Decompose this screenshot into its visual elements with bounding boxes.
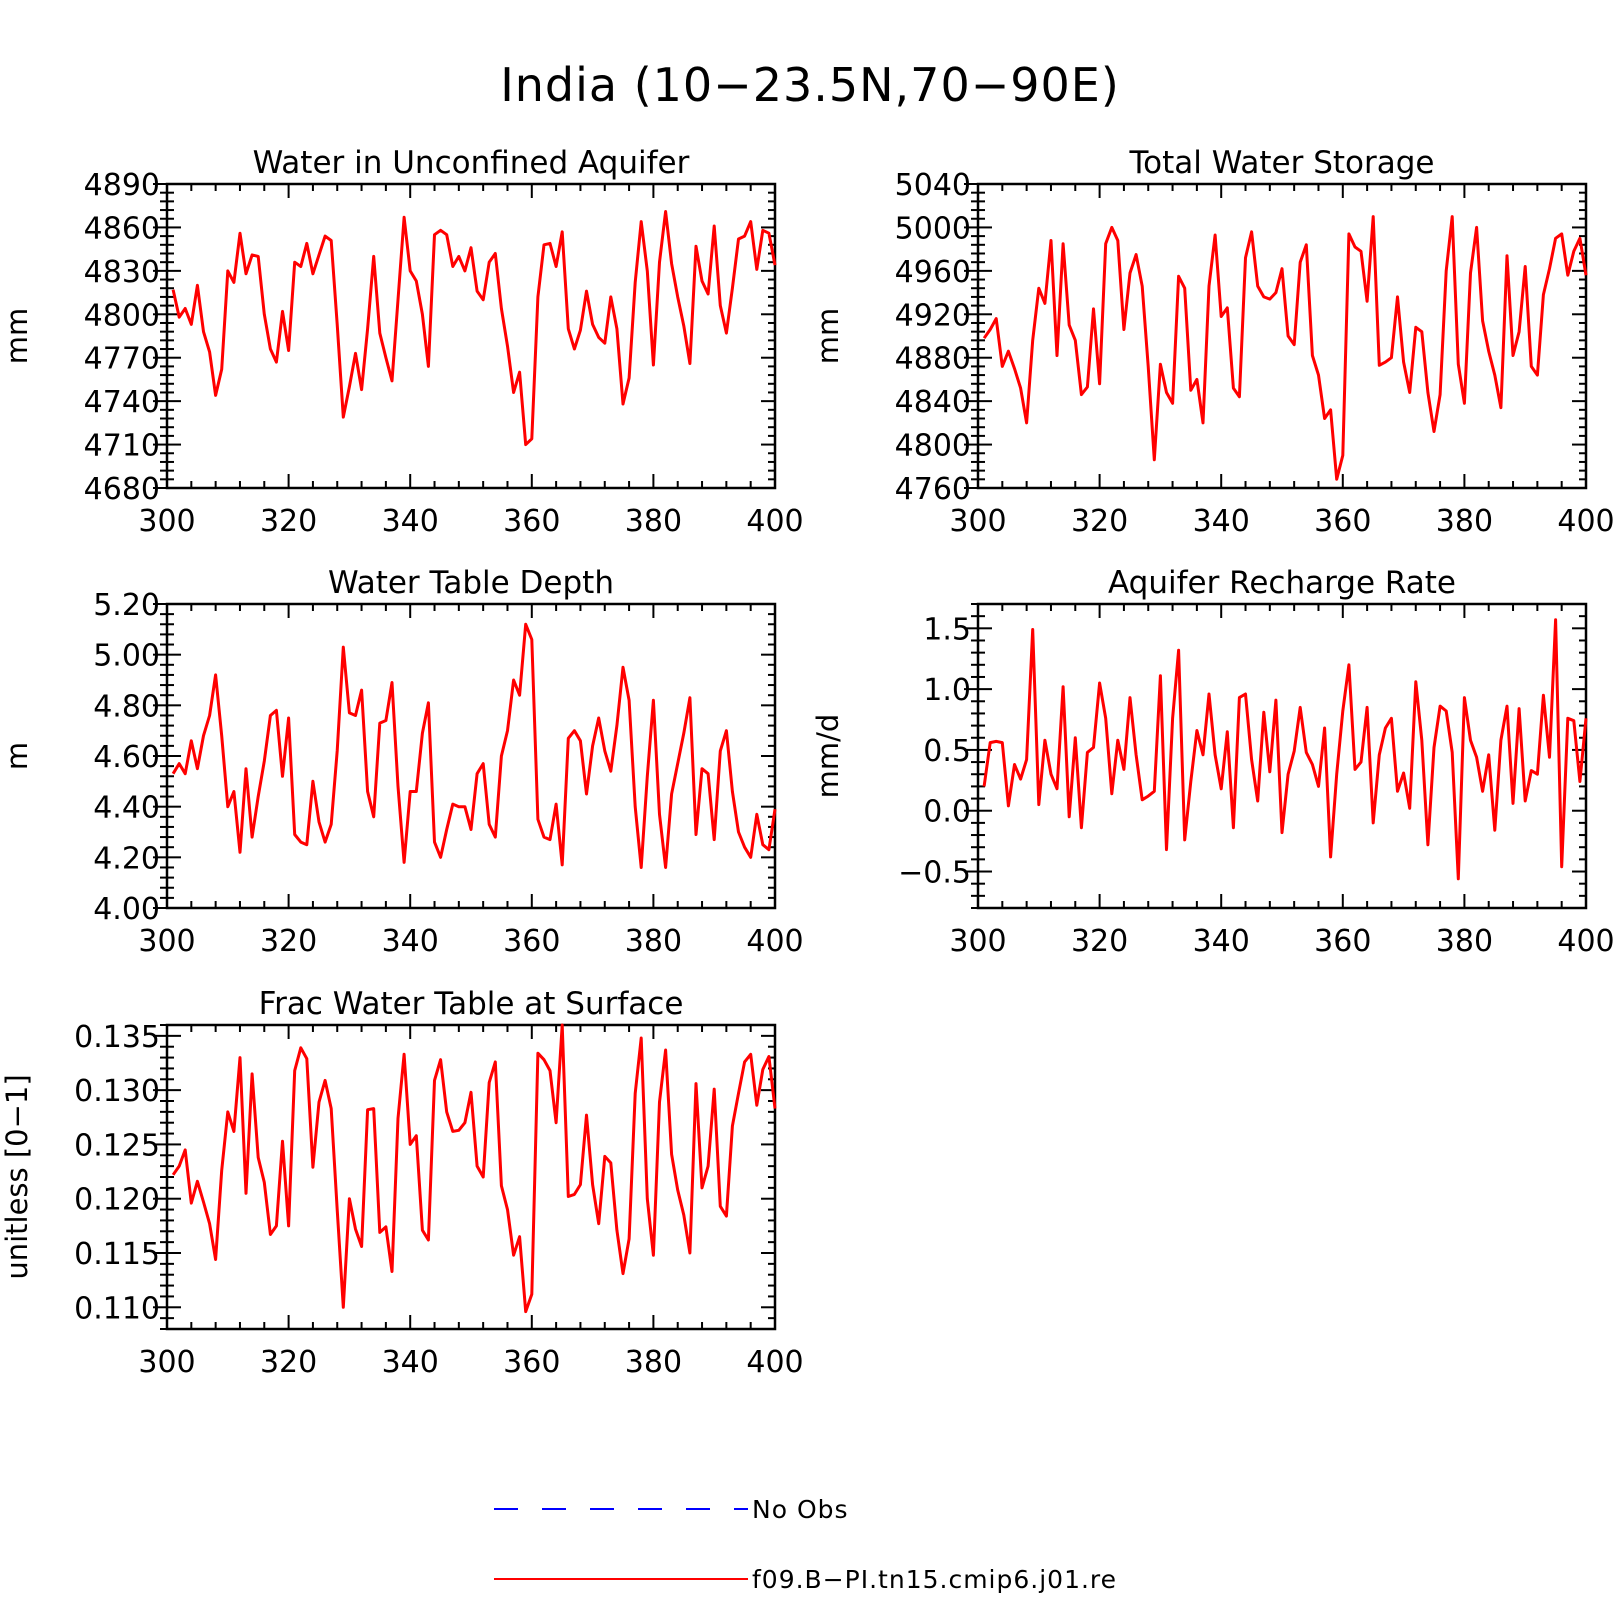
y-tick-label: 0.115 [74, 1237, 160, 1272]
y-tick-label: 0.120 [74, 1183, 160, 1218]
plot-frame [165, 602, 777, 910]
y-tick-label: 5000 [895, 211, 971, 246]
y-tick-label: 4920 [895, 298, 971, 333]
y-tick-label: 4890 [84, 168, 160, 203]
y-tick-label: 4830 [84, 255, 160, 290]
x-tick-label: 380 [625, 504, 682, 539]
y-tick-label: 4880 [895, 342, 971, 377]
x-tick-label: 360 [503, 924, 560, 959]
y-tick-label: 1.5 [923, 612, 971, 647]
y-tick-label: 1.0 [923, 673, 971, 708]
chart-panel-4: Aquifer Recharge Rate 300 320 340 360 380 400 −… [811, 565, 1615, 959]
x-tick-label: 400 [746, 1345, 803, 1380]
plot-frame [165, 1023, 777, 1331]
x-tick-label: 300 [138, 504, 195, 539]
x-tick-label: 320 [1071, 924, 1128, 959]
x-tick-label: 320 [1071, 504, 1128, 539]
series-line [982, 618, 1588, 881]
main-title: India (10−23.5N,70−90E) [500, 58, 1120, 112]
x-tick-label: 380 [1436, 504, 1493, 539]
x-tick-label: 340 [382, 924, 439, 959]
x-tick-label: 400 [1557, 924, 1614, 959]
y-axis-label: mm [0, 308, 34, 365]
panel-title: Water in Unconfined Aquifer [253, 145, 690, 181]
plot-frame [976, 602, 1588, 910]
series-line [171, 1023, 777, 1314]
y-tick-label: 4.80 [93, 689, 160, 724]
chart-panel-3: Water Table Depth 300 320 340 360 380 400 4.00 4… [0, 565, 804, 959]
y-tick-label: 4840 [895, 385, 971, 420]
panel-title: Water Table Depth [328, 565, 614, 601]
x-tick-label: 300 [949, 504, 1006, 539]
x-tick-label: 360 [1314, 924, 1371, 959]
x-tick-label: 300 [138, 1345, 195, 1380]
x-tick-label: 380 [1436, 924, 1493, 959]
series-line [171, 210, 777, 447]
y-tick-label: 4800 [84, 298, 160, 333]
y-tick-label: 4.40 [93, 791, 160, 826]
chart-panel-2: Total Water Storage 300 320 340 360 380 400 476… [811, 145, 1615, 539]
y-axis-label: mm [811, 308, 845, 365]
y-tick-label: 0.0 [923, 795, 971, 830]
y-tick-label: 4.20 [93, 841, 160, 876]
x-tick-label: 380 [625, 924, 682, 959]
x-tick-label: 360 [503, 1345, 560, 1380]
y-tick-label: 5.20 [93, 588, 160, 623]
y-tick-label: 0.130 [74, 1074, 160, 1109]
y-axis-label: m [0, 742, 34, 770]
y-tick-label: 4740 [84, 385, 160, 420]
x-tick-label: 400 [1557, 504, 1614, 539]
x-tick-label: 400 [746, 924, 803, 959]
y-tick-label: 4680 [84, 472, 160, 507]
x-tick-label: 360 [503, 504, 560, 539]
y-axis-label: mm/d [811, 714, 845, 799]
x-tick-label: 360 [1314, 504, 1371, 539]
y-tick-label: 4960 [895, 255, 971, 290]
x-tick-label: 320 [260, 924, 317, 959]
y-tick-label: 4.00 [93, 892, 160, 927]
y-axis-label: unitless [0−1] [0, 1074, 34, 1279]
y-tick-label: 4710 [84, 429, 160, 464]
y-tick-label: 5040 [895, 168, 971, 203]
y-tick-label: 0.110 [74, 1291, 160, 1326]
y-tick-label: 0.135 [74, 1020, 160, 1055]
x-tick-label: 320 [260, 1345, 317, 1380]
y-tick-label: 0.125 [74, 1128, 160, 1163]
panel-title: Aquifer Recharge Rate [1108, 565, 1456, 601]
series-line [982, 215, 1588, 481]
legend: No Obs f09.B−PI.tn15.cmip6.j01.re [494, 1495, 1117, 1594]
y-tick-label: 4770 [84, 342, 160, 377]
panel-title: Total Water Storage [1128, 145, 1434, 181]
chart-panel-1: Water in Unconfined Aquifer 300 320 340 360 3… [0, 145, 804, 539]
y-tick-label: −0.5 [898, 856, 971, 891]
x-tick-label: 300 [949, 924, 1006, 959]
x-tick-label: 380 [625, 1345, 682, 1380]
series-line [171, 622, 777, 869]
y-tick-label: 0.5 [923, 734, 971, 769]
x-tick-label: 340 [1193, 504, 1250, 539]
chart-panel-5: Frac Water Table at Surface 300 320 340 360 3… [0, 986, 804, 1380]
x-tick-label: 400 [746, 504, 803, 539]
y-tick-label: 4760 [895, 472, 971, 507]
legend-label: No Obs [752, 1495, 849, 1524]
x-tick-label: 340 [382, 504, 439, 539]
y-tick-label: 4800 [895, 429, 971, 464]
x-tick-label: 300 [138, 924, 195, 959]
plot-frame [165, 182, 777, 490]
panel-title: Frac Water Table at Surface [259, 986, 684, 1022]
y-tick-label: 5.00 [93, 639, 160, 674]
y-tick-label: 4.60 [93, 740, 160, 775]
x-tick-label: 340 [1193, 924, 1250, 959]
y-tick-label: 4860 [84, 211, 160, 246]
x-tick-label: 340 [382, 1345, 439, 1380]
plot-frame [976, 182, 1588, 490]
x-tick-label: 320 [260, 504, 317, 539]
legend-label: f09.B−PI.tn15.cmip6.j01.re [752, 1565, 1117, 1594]
